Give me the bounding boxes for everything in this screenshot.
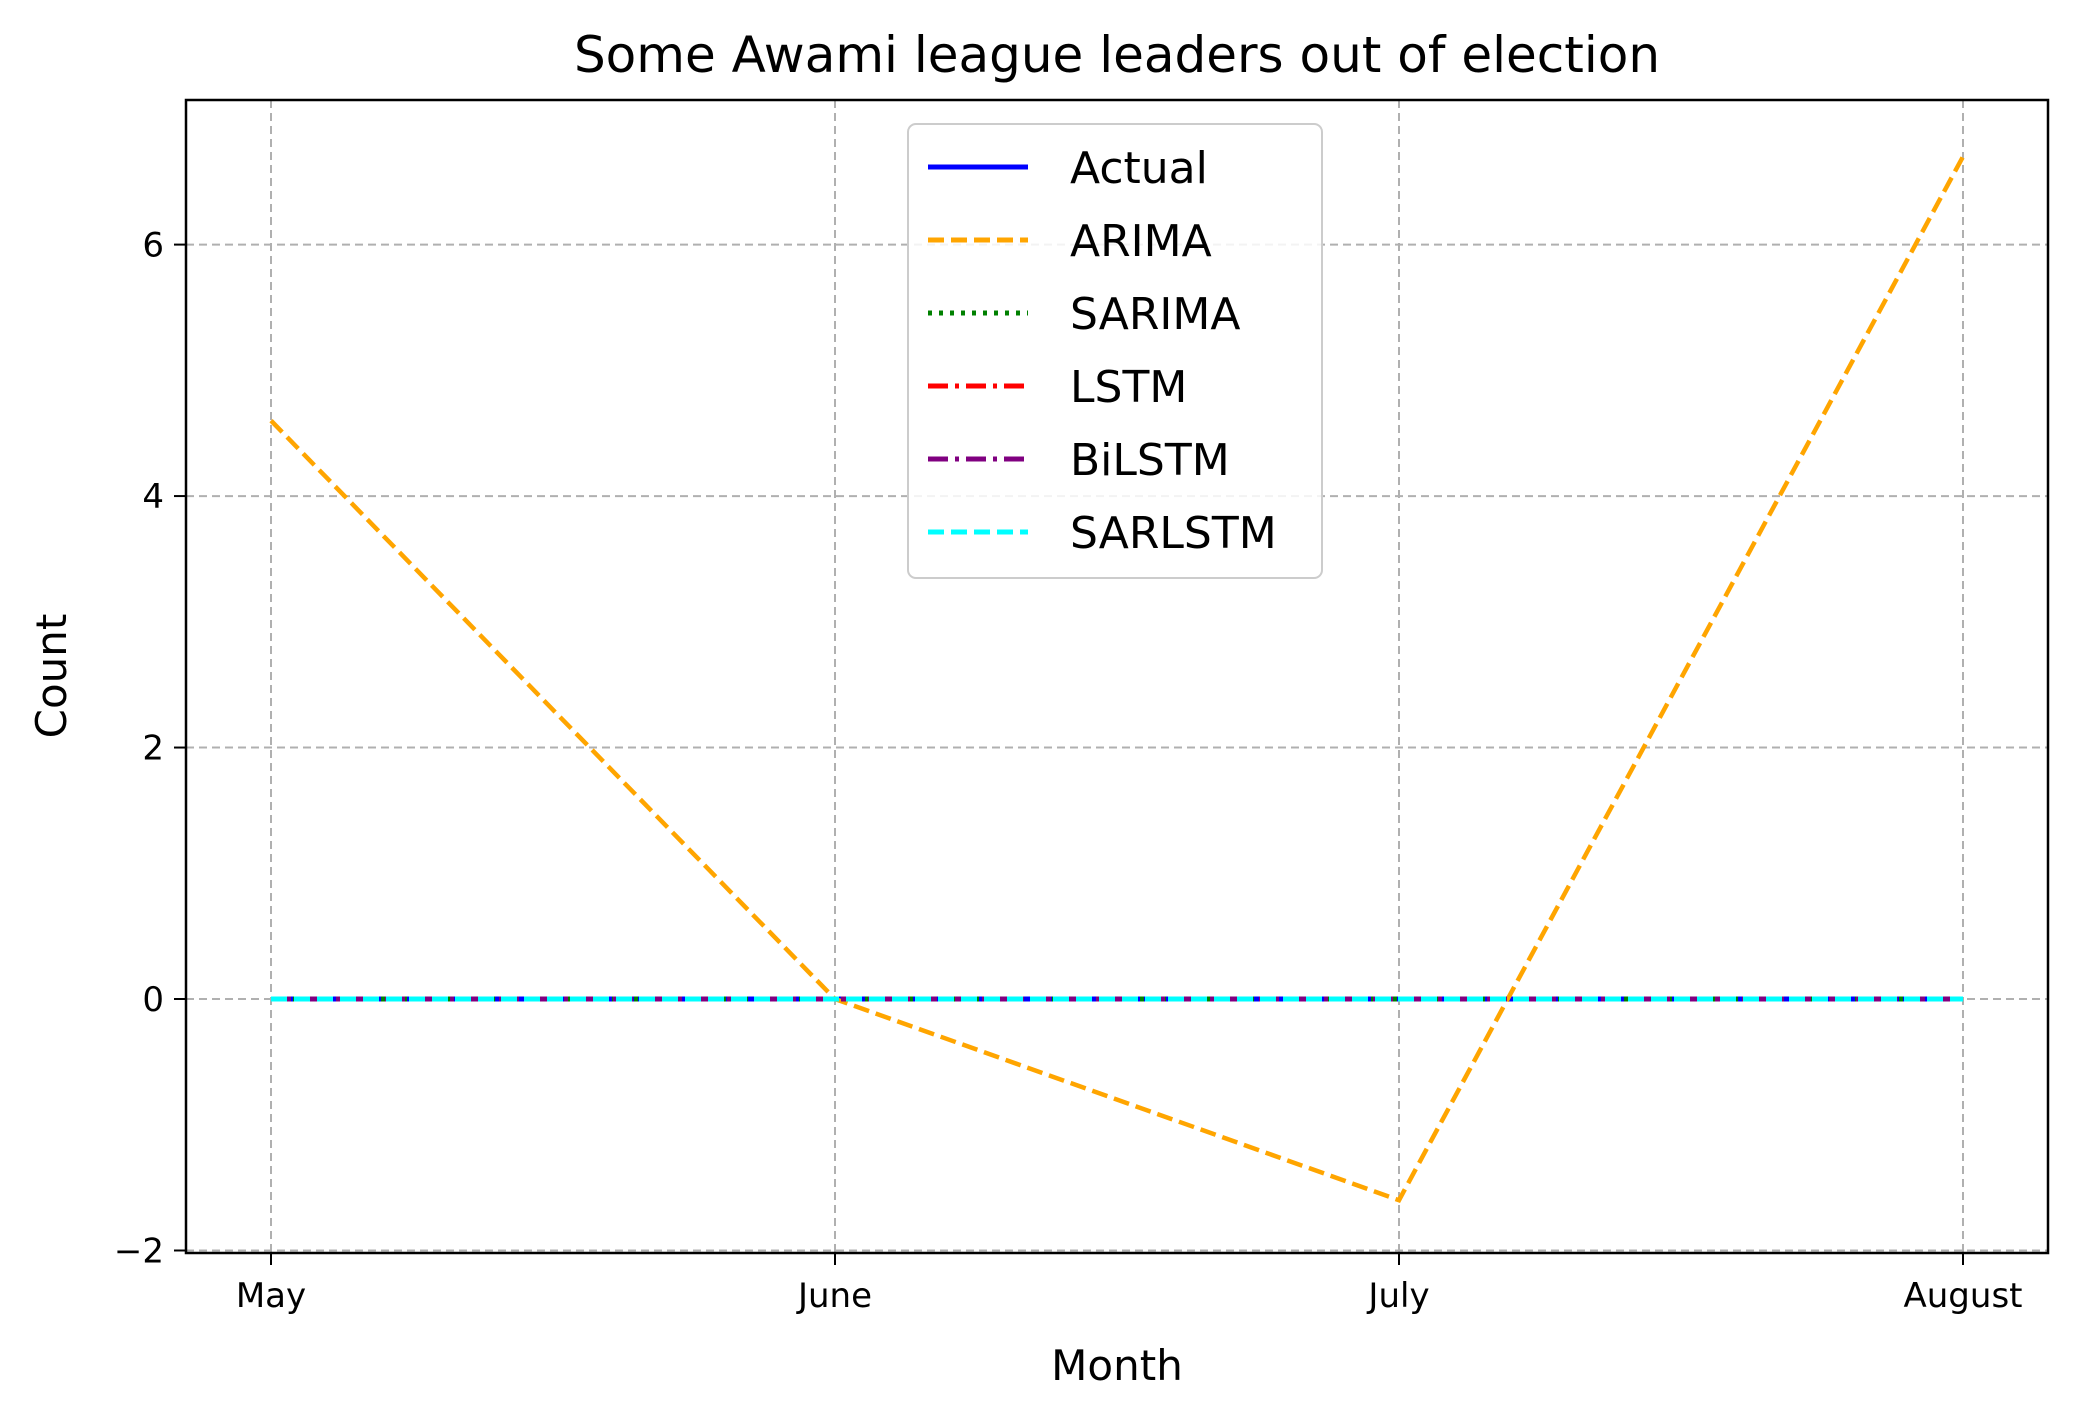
y-axis-label: Count [27, 614, 76, 739]
legend: Actual ARIMA SARIMA LSTM BiLSTM SARLSTM [907, 123, 1323, 579]
legend-label-bilstm: BiLSTM [1070, 435, 1230, 486]
y-tick-label: 4 [142, 477, 164, 517]
legend-label-arima: ARIMA [1070, 216, 1212, 267]
x-tick-label: June [796, 1276, 872, 1316]
chart-title: Some Awami league leaders out of electio… [574, 26, 1660, 84]
y-tick-label: 2 [142, 729, 164, 769]
legend-label-sarlstm: SARLSTM [1070, 508, 1277, 559]
x-tick-label: May [236, 1276, 306, 1316]
plot-area-frame [184, 98, 2050, 1255]
series-lines [269, 155, 1965, 1203]
x-tick-label: August [1904, 1276, 2023, 1316]
x-axis-label: Month [1051, 1341, 1183, 1390]
x-tick-label: July [1366, 1276, 1429, 1316]
legend-label-lstm: LSTM [1070, 362, 1187, 413]
axis-ticks: May June July August −2 0 2 4 6 [114, 226, 2023, 1316]
legend-label-actual: Actual [1070, 143, 1208, 194]
y-tick-label: 6 [142, 226, 164, 266]
series-line-arima [269, 155, 1965, 1203]
y-tick-label: 0 [142, 980, 164, 1020]
legend-label-sarima: SARIMA [1070, 289, 1240, 340]
y-tick-label: −2 [114, 1231, 164, 1271]
